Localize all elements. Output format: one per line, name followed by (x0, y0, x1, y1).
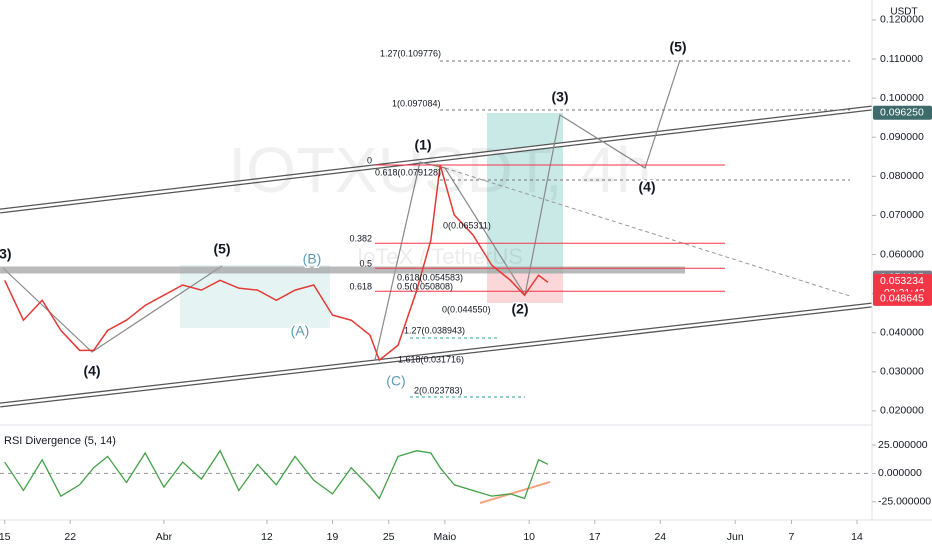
fib-label: 0.382 (349, 234, 372, 244)
x-tick-label: Maio (434, 531, 457, 543)
fib-annotation: 0(0.044550) (442, 304, 491, 314)
y-tick-label: 25.000000 (878, 439, 928, 451)
wave-label: (5) (669, 39, 686, 55)
x-tick-label: 15 (0, 531, 11, 543)
price-tag (873, 291, 932, 306)
wave-label: (4) (638, 179, 655, 195)
fib-annotation: 0.5(0.050808) (397, 281, 453, 291)
range-box (180, 265, 330, 328)
x-tick-label: 12 (261, 531, 273, 543)
y-tick-label: -25.000000 (878, 496, 931, 508)
fib-annotation: 0.618(0.079128) (375, 167, 441, 177)
fib-annotation: 1(0.097084) (392, 98, 441, 108)
position-box (487, 113, 563, 273)
x-tick-label: 25 (383, 531, 395, 543)
wave-label: (2) (511, 301, 528, 317)
wave-label: (3) (551, 89, 568, 105)
indicator-title: RSI Divergence (5, 14) (4, 435, 116, 447)
y-tick-label: 0.100000 (880, 92, 924, 104)
price-tag-label: 0.096250 (880, 107, 924, 119)
y-tick-label: 0.020000 (880, 405, 924, 417)
y-tick-label: 0.070000 (880, 209, 924, 221)
y-tick-label: 0.080000 (880, 170, 924, 182)
fib-annotation: 1.618(0.031716) (398, 354, 464, 364)
wave-label: (4) (83, 363, 100, 379)
fib-label: 0.5 (359, 259, 372, 269)
y-tick-label: 0.110000 (880, 53, 923, 65)
fib-annotation: 0(0.065311) (443, 220, 491, 230)
x-tick-label: 19 (327, 531, 339, 543)
channel-line (0, 106, 873, 213)
wave-label: (3) (0, 246, 12, 262)
trend-line (444, 167, 851, 297)
x-tick-label: 14 (851, 531, 863, 543)
x-tick-label: Jun (727, 531, 744, 543)
wave-label: (B) (303, 251, 322, 267)
channel-line (0, 303, 873, 407)
wave-line (2, 265, 223, 353)
y-tick-label: 0.090000 (880, 131, 924, 143)
fib-annotation: 1.27(0.038943) (404, 325, 465, 335)
x-tick-label: Abr (156, 531, 173, 543)
price-tag-label: 0.053234 (880, 275, 924, 287)
divergence-line (479, 481, 551, 504)
x-tick-label: 10 (523, 531, 535, 543)
y-tick-label: 0.040000 (880, 327, 924, 339)
fib-label: 0 (367, 155, 372, 165)
currency: USDT (890, 7, 917, 18)
y-tick-label: 0.000000 (878, 467, 922, 479)
fib-annotation: 2(0.023783) (414, 385, 463, 395)
fib-annotation: 1.27(0.109776) (380, 48, 441, 58)
x-tick-label: 7 (789, 531, 795, 543)
y-tick-label: 0.120000 (880, 14, 924, 26)
fib-annotation: 0.618(0.054583) (397, 272, 463, 282)
x-tick-label: 24 (654, 531, 666, 543)
wave-label: (5) (213, 241, 230, 257)
position-box (487, 273, 563, 303)
indicator-line (4, 449, 549, 500)
wave-label: (C) (386, 373, 405, 389)
wave-label: (A) (291, 323, 310, 339)
price-line (4, 164, 549, 362)
wave-label: (1) (414, 137, 431, 153)
watermark-subtitle: IoTeX / TetherUS (357, 244, 523, 269)
fib-label: 0.618 (349, 282, 372, 292)
y-tick-label: 0.030000 (880, 366, 924, 378)
x-tick-label: 17 (589, 531, 601, 543)
price-tag-label: 0.048645 (880, 293, 924, 305)
price-tag (873, 105, 932, 120)
y-tick-label: 0.060000 (880, 248, 924, 260)
x-tick-label: 22 (64, 531, 76, 543)
